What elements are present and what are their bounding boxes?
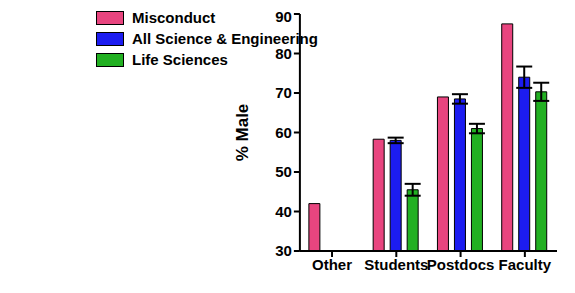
svg-text:50: 50	[275, 163, 292, 180]
svg-text:90: 90	[275, 8, 292, 25]
svg-text:40: 40	[275, 203, 292, 220]
svg-text:70: 70	[275, 84, 292, 101]
html-text:All Science & Engineering: All Science & Engineering	[132, 30, 318, 47]
svg-text:30: 30	[275, 242, 292, 259]
svg-text:Students: Students	[364, 256, 428, 273]
svg-text:Postdocs: Postdocs	[427, 256, 495, 273]
svg-text:Faculty: Faculty	[499, 256, 552, 273]
svg-text:60: 60	[275, 124, 292, 141]
svg-text:% Male: % Male	[233, 104, 252, 162]
html-text:Misconduct: Misconduct	[132, 9, 216, 26]
html-text:Life Sciences: Life Sciences	[132, 51, 228, 68]
svg-text:Other: Other	[312, 256, 352, 273]
svg-text:80: 80	[275, 45, 292, 62]
